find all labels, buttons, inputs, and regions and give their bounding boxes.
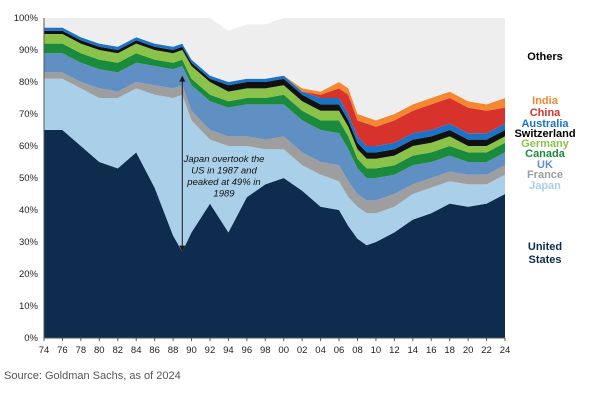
x-tick-label: 86 [149,345,160,356]
area-uk [44,53,505,201]
x-tick-label: 16 [426,345,437,356]
y-tick-label: 20% [19,269,39,280]
x-tick-label: 14 [408,345,419,356]
x-tick-label: 80 [94,345,105,356]
legend-label: Switzerland [514,128,575,140]
legend-label: France [527,169,563,181]
x-tick-label: 76 [57,345,68,356]
area-series-group [44,18,505,338]
arrow-head-down [179,245,186,252]
x-tick-label: 92 [205,345,216,356]
legend-label: India [532,95,559,107]
x-tick-label: 84 [131,345,142,356]
x-tick-label: 74 [39,345,50,356]
x-tick-label: 88 [168,345,179,356]
legend-label: Others [527,51,562,63]
x-tick-label: 06 [334,345,345,356]
legend-label: United [528,241,562,253]
legend-label: Canada [525,148,566,160]
x-tick-label: 90 [186,345,197,356]
annotation-text: 1989 [213,189,235,200]
legend-label: Germany [521,138,570,150]
annotation-text: peaked at 49% in [186,177,260,188]
legend-label: States [528,254,561,266]
y-tick-label: 30% [19,237,39,248]
y-tick-label: 90% [19,45,39,56]
x-tick-label: 96 [242,345,253,356]
x-tick-label: 18 [444,345,455,356]
y-tick-label: 60% [19,141,39,152]
x-tick-label: 08 [352,345,363,356]
arrow-head-up [179,75,186,82]
axes: 0% 10% 20% 30% 40% 50% 60% 70% 80% 90% 100% 74 76 78 8… [14,13,511,356]
legend-label: Australia [521,118,569,130]
y-tick-label: 10% [19,301,39,312]
x-tick-label: 98 [260,345,271,356]
legend-label: UK [537,159,553,171]
x-tick-label: 10 [371,345,382,356]
x-tick-label: 12 [389,345,400,356]
y-tick-label: 50% [19,173,39,184]
area-japan [44,78,505,252]
x-tick-label: 94 [223,345,234,356]
legend: Others IndiaChinaAustraliaSwitzerlandGerm… [514,51,575,266]
x-tick-label: 24 [500,345,511,356]
area-canada [44,43,505,178]
y-tick-label: 40% [19,205,39,216]
annotation-text: US in 1987 and [191,166,257,177]
x-tick-label: 22 [481,345,492,356]
area-united-states [44,130,505,338]
area-france [44,72,505,214]
x-tick-label: 00 [278,345,289,356]
y-tick-label: 70% [19,109,39,120]
x-tick-label: 78 [76,345,87,356]
x-tick-label: 82 [112,345,123,356]
y-tick-label: 80% [19,77,39,88]
area-others [44,18,505,121]
x-tick-label: 02 [297,345,308,356]
annotation-text: Japan overtook the [183,154,265,165]
y-tick-label: 100% [14,13,39,24]
legend-label: China [530,107,561,119]
stacked-area-chart: 0% 10% 20% 30% 40% 50% 60% 70% 80% 90% 100% 74 76 78 8… [14,13,576,356]
legend-label: Japan [529,180,561,192]
area-germany [44,34,505,169]
y-tick-label: 0% [24,333,38,344]
x-tick-label: 20 [463,345,474,356]
source-note: Source: Goldman Sachs, as of 2024 [4,370,181,382]
x-tick-label: 04 [315,345,326,356]
